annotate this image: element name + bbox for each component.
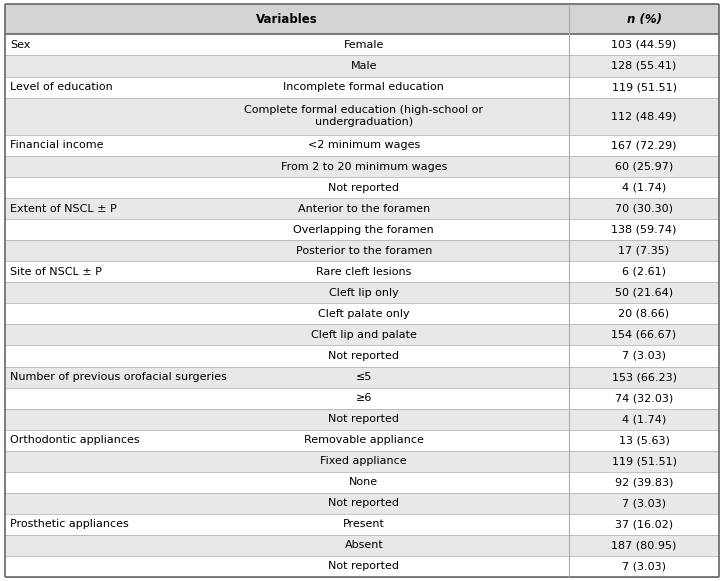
Bar bbox=[5, 219, 719, 240]
Text: 7 (3.03): 7 (3.03) bbox=[622, 561, 666, 572]
Text: 119 (51.51): 119 (51.51) bbox=[612, 456, 676, 466]
Text: 50 (21.64): 50 (21.64) bbox=[615, 288, 673, 298]
Bar bbox=[5, 55, 719, 77]
Text: None: None bbox=[349, 477, 379, 487]
Text: Cleft lip and palate: Cleft lip and palate bbox=[311, 330, 417, 340]
Bar bbox=[5, 135, 719, 156]
Text: 128 (55.41): 128 (55.41) bbox=[611, 61, 677, 71]
Bar bbox=[5, 408, 719, 430]
Text: Absent: Absent bbox=[345, 540, 383, 550]
Text: ≥6: ≥6 bbox=[355, 393, 372, 403]
Bar bbox=[5, 556, 719, 577]
Bar bbox=[5, 346, 719, 367]
Bar bbox=[5, 388, 719, 408]
Bar bbox=[5, 324, 719, 346]
Text: Number of previous orofacial surgeries: Number of previous orofacial surgeries bbox=[10, 372, 227, 382]
Text: 167 (72.29): 167 (72.29) bbox=[611, 141, 677, 150]
Text: 13 (5.63): 13 (5.63) bbox=[618, 435, 670, 445]
Text: 4 (1.74): 4 (1.74) bbox=[622, 182, 666, 192]
Text: 187 (80.95): 187 (80.95) bbox=[611, 540, 677, 550]
Text: Cleft palate only: Cleft palate only bbox=[318, 309, 410, 319]
Bar bbox=[5, 493, 719, 514]
Text: n (%): n (%) bbox=[626, 13, 662, 26]
Text: Extent of NSCL ± P: Extent of NSCL ± P bbox=[10, 204, 117, 214]
Text: 7 (3.03): 7 (3.03) bbox=[622, 351, 666, 361]
Text: 60 (25.97): 60 (25.97) bbox=[615, 162, 673, 171]
Bar bbox=[5, 240, 719, 261]
Text: Male: Male bbox=[350, 61, 377, 71]
Text: Site of NSCL ± P: Site of NSCL ± P bbox=[10, 267, 102, 277]
Bar bbox=[5, 98, 719, 135]
Bar bbox=[5, 535, 719, 556]
Text: Financial income: Financial income bbox=[10, 141, 104, 150]
Bar bbox=[5, 77, 719, 98]
Text: Female: Female bbox=[344, 40, 384, 50]
Text: Not reported: Not reported bbox=[328, 561, 399, 572]
Text: Complete formal education (high-school or
undergraduation): Complete formal education (high-school o… bbox=[244, 105, 484, 127]
Text: Prosthetic appliances: Prosthetic appliances bbox=[10, 519, 129, 529]
Bar bbox=[5, 198, 719, 219]
Bar bbox=[5, 4, 719, 34]
Text: 17 (7.35): 17 (7.35) bbox=[618, 246, 670, 256]
Text: ≤5: ≤5 bbox=[355, 372, 372, 382]
Text: 92 (39.83): 92 (39.83) bbox=[615, 477, 673, 487]
Text: Fixed appliance: Fixed appliance bbox=[321, 456, 407, 466]
Text: Removable appliance: Removable appliance bbox=[304, 435, 424, 445]
Bar bbox=[5, 367, 719, 388]
Text: 4 (1.74): 4 (1.74) bbox=[622, 414, 666, 424]
Bar bbox=[5, 282, 719, 303]
Text: 70 (30.30): 70 (30.30) bbox=[615, 204, 673, 214]
Text: 119 (51.51): 119 (51.51) bbox=[612, 82, 676, 92]
Text: 154 (66.67): 154 (66.67) bbox=[612, 330, 677, 340]
Text: Orthodontic appliances: Orthodontic appliances bbox=[10, 435, 140, 445]
Text: Incomplete formal education: Incomplete formal education bbox=[283, 82, 445, 92]
Text: Cleft lip only: Cleft lip only bbox=[329, 288, 399, 298]
Text: Rare cleft lesions: Rare cleft lesions bbox=[316, 267, 411, 277]
Bar bbox=[5, 34, 719, 55]
Text: Not reported: Not reported bbox=[328, 498, 399, 508]
Bar bbox=[5, 156, 719, 177]
Text: Sex: Sex bbox=[10, 40, 30, 50]
Text: Variables: Variables bbox=[256, 13, 318, 26]
Text: <2 minimum wages: <2 minimum wages bbox=[308, 141, 420, 150]
Text: Not reported: Not reported bbox=[328, 351, 399, 361]
Text: 20 (8.66): 20 (8.66) bbox=[618, 309, 670, 319]
Text: 37 (16.02): 37 (16.02) bbox=[615, 519, 673, 529]
Bar bbox=[5, 451, 719, 472]
Text: 103 (44.59): 103 (44.59) bbox=[611, 40, 677, 50]
Bar bbox=[5, 430, 719, 451]
Text: Level of education: Level of education bbox=[10, 82, 113, 92]
Text: Overlapping the foramen: Overlapping the foramen bbox=[293, 225, 434, 235]
Bar bbox=[5, 514, 719, 535]
Bar bbox=[5, 177, 719, 198]
Text: Not reported: Not reported bbox=[328, 414, 399, 424]
Bar bbox=[5, 472, 719, 493]
Text: Not reported: Not reported bbox=[328, 182, 399, 192]
Text: 74 (32.03): 74 (32.03) bbox=[615, 393, 673, 403]
Text: Present: Present bbox=[343, 519, 384, 529]
Text: Posterior to the foramen: Posterior to the foramen bbox=[295, 246, 432, 256]
Text: 6 (2.61): 6 (2.61) bbox=[622, 267, 666, 277]
Text: 112 (48.49): 112 (48.49) bbox=[611, 111, 677, 121]
Text: From 2 to 20 minimum wages: From 2 to 20 minimum wages bbox=[281, 162, 447, 171]
Text: Anterior to the foramen: Anterior to the foramen bbox=[298, 204, 430, 214]
Bar bbox=[5, 261, 719, 282]
Bar bbox=[5, 303, 719, 324]
Text: 138 (59.74): 138 (59.74) bbox=[611, 225, 677, 235]
Text: 7 (3.03): 7 (3.03) bbox=[622, 498, 666, 508]
Text: 153 (66.23): 153 (66.23) bbox=[612, 372, 676, 382]
